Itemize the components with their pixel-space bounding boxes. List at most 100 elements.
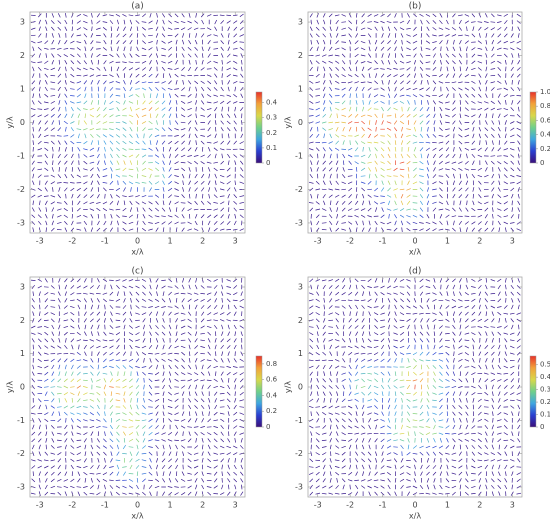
y-tick-label: -2 — [17, 449, 25, 458]
vector-field — [308, 13, 522, 232]
colorbar-tick-label: 1.0 — [540, 88, 550, 96]
y-tick-label: -3 — [17, 218, 25, 227]
vector-field — [64, 86, 172, 192]
x-tick-label: 0 — [412, 237, 417, 246]
x-tick-label: -3 — [314, 237, 322, 246]
colorbar-tick-label: 0 — [540, 159, 544, 167]
x-tick-label: -3 — [314, 501, 322, 510]
x-tick-label: 0 — [135, 237, 140, 246]
x-tick-label: 3 — [510, 501, 515, 510]
x-axis-label: x/λ — [409, 248, 421, 257]
colorbar-tick-label: 0.4 — [540, 131, 550, 139]
colorbar-tick-label: 0.6 — [540, 116, 550, 124]
vector-field — [70, 87, 166, 185]
y-tick-label: 3 — [20, 18, 25, 27]
vector-field — [399, 364, 436, 436]
y-tick-label: -1 — [295, 151, 303, 160]
vector-field — [341, 113, 417, 191]
x-tick-label: 3 — [510, 237, 515, 246]
colorbar-tick-label: 0 — [266, 159, 270, 167]
vector-field — [321, 100, 424, 211]
vector-field — [354, 100, 424, 206]
x-axis-label: x/λ — [131, 512, 143, 521]
x-tick-label: -2 — [68, 237, 76, 246]
vector-field — [70, 93, 166, 185]
x-axis-label: x/λ — [409, 512, 421, 521]
y-tick-label: 2 — [298, 51, 303, 60]
x-tick-label: -2 — [346, 501, 354, 510]
y-tick-label: 1 — [298, 349, 303, 358]
colorbar-tick-label: 0.4 — [266, 99, 278, 107]
x-tick-label: -1 — [101, 501, 109, 510]
colorbar — [529, 355, 537, 428]
y-tick-label: 0 — [298, 383, 303, 392]
panel: (c) -3 -2 -1 0 1 2 3 -3 -2 -1 0 1 2 3 x/λ y/λ 0 0.2 0.4 0.6 0… — [6, 267, 278, 521]
colorbar-tick-label: 0.1 — [266, 144, 277, 152]
panel: (d) -3 -2 -1 0 1 2 3 -3 -2 -1 0 1 2 3 x/λ y/λ 0 0.1 0.2 0.3 0… — [284, 267, 550, 521]
panel-title: (c) — [132, 267, 144, 277]
y-tick-label: 1 — [20, 349, 25, 358]
y-tick-label: -3 — [295, 483, 303, 492]
colorbar-tick-label: 0.3 — [540, 386, 550, 394]
vector-field — [76, 385, 114, 389]
vector-field — [50, 371, 147, 469]
y-tick-label: 2 — [298, 316, 303, 325]
colorbar — [255, 355, 263, 428]
panel: (b) -3 -2 -1 0 1 2 3 -3 -2 -1 0 1 2 3 x/λ y/λ 0 0.2 0.4 0.6 0… — [284, 2, 550, 257]
y-tick-label: 1 — [20, 85, 25, 94]
vector-field — [135, 107, 147, 125]
colorbar — [529, 91, 537, 164]
vector-field — [322, 93, 430, 218]
y-tick-label: -2 — [295, 449, 303, 458]
vector-field — [348, 344, 450, 457]
colorbar-tick-label: 0.2 — [540, 145, 550, 153]
vector-field — [308, 86, 437, 226]
vector-field — [308, 277, 522, 497]
x-tick-label: 2 — [477, 501, 482, 510]
vector-field — [419, 371, 429, 390]
y-tick-label: 0 — [298, 118, 303, 127]
vector-field — [148, 107, 153, 112]
y-tick-label: -1 — [17, 151, 25, 160]
y-tick-label: -2 — [17, 185, 25, 194]
colorbar-tick-label: 0 — [540, 423, 544, 431]
vector-field — [360, 358, 437, 436]
vector-field — [354, 351, 444, 450]
panel-title: (b) — [409, 2, 422, 12]
x-tick-label: 1 — [168, 501, 173, 510]
y-axis-label: y/λ — [284, 381, 293, 393]
x-tick-label: -3 — [36, 501, 44, 510]
vector-field — [348, 120, 410, 199]
x-tick-label: 3 — [233, 501, 238, 510]
y-tick-label: 2 — [20, 51, 25, 60]
vector-field — [63, 378, 134, 436]
colorbar-tick-label: 0.8 — [266, 360, 277, 368]
y-axis-label: y/λ — [6, 381, 15, 393]
y-axis-label: y/λ — [6, 116, 15, 128]
x-tick-label: -3 — [36, 237, 44, 246]
colorbar-tick-label: 0.4 — [540, 373, 550, 381]
colorbar — [255, 91, 263, 164]
y-tick-label: 2 — [20, 316, 25, 325]
vector-field — [355, 357, 437, 443]
vector-field — [123, 113, 152, 165]
y-tick-label: 1 — [298, 85, 303, 94]
y-tick-label: -2 — [295, 185, 303, 194]
y-tick-label: 0 — [20, 118, 25, 127]
y-tick-label: 3 — [20, 283, 25, 292]
colorbar-tick-label: 0.2 — [540, 398, 550, 406]
colorbar-tick-label: 0.5 — [540, 361, 550, 369]
y-tick-label: -1 — [295, 416, 303, 425]
x-tick-label: -1 — [379, 237, 387, 246]
vector-field — [328, 106, 418, 205]
vector-field — [63, 81, 173, 197]
colorbar-tick-label: 0.3 — [266, 114, 277, 122]
vector-field — [76, 100, 158, 184]
y-axis-label: y/λ — [284, 116, 293, 128]
vector-field — [50, 365, 153, 476]
y-tick-label: -3 — [295, 218, 303, 227]
panel-title: (a) — [131, 2, 144, 12]
x-tick-label: 2 — [200, 237, 205, 246]
vector-field — [83, 100, 160, 172]
